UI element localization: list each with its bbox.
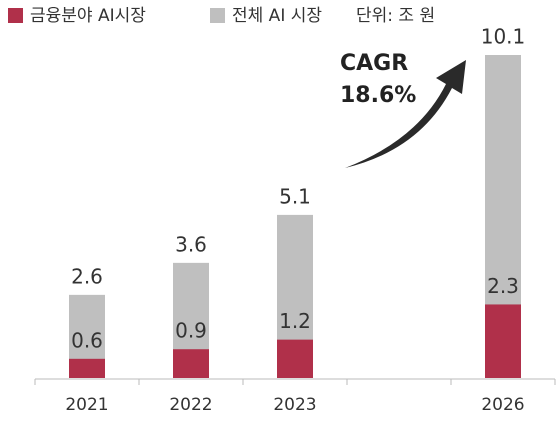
value-label: 10.1 bbox=[481, 25, 526, 49]
value-label: 2.6 bbox=[71, 264, 103, 288]
bar bbox=[173, 349, 209, 378]
x-tick-label: 2022 bbox=[169, 395, 212, 415]
annotation: CAGR bbox=[340, 51, 408, 76]
arrow bbox=[345, 60, 466, 168]
value-label: 5.1 bbox=[279, 184, 311, 208]
x-tick-label: 2023 bbox=[273, 395, 316, 415]
value-label: 2.3 bbox=[487, 274, 519, 298]
value-label: 0.6 bbox=[71, 328, 103, 352]
legend-swatch bbox=[210, 8, 225, 23]
value-label: 0.9 bbox=[175, 319, 207, 343]
bar bbox=[69, 358, 105, 378]
annotation: 18.6% bbox=[340, 83, 416, 108]
x-tick-label: 2021 bbox=[65, 395, 108, 415]
unit-note: 단위: 조 원 bbox=[356, 6, 435, 26]
legend-label: 전체 AI 시장 bbox=[232, 6, 322, 26]
bar bbox=[277, 339, 313, 378]
legend-swatch bbox=[8, 8, 23, 23]
bar bbox=[485, 304, 521, 378]
legend-label: 금융분야 AI시장 bbox=[30, 6, 146, 26]
value-label: 1.2 bbox=[279, 309, 311, 333]
x-tick-label: 2026 bbox=[481, 395, 524, 415]
value-label: 3.6 bbox=[175, 232, 207, 256]
